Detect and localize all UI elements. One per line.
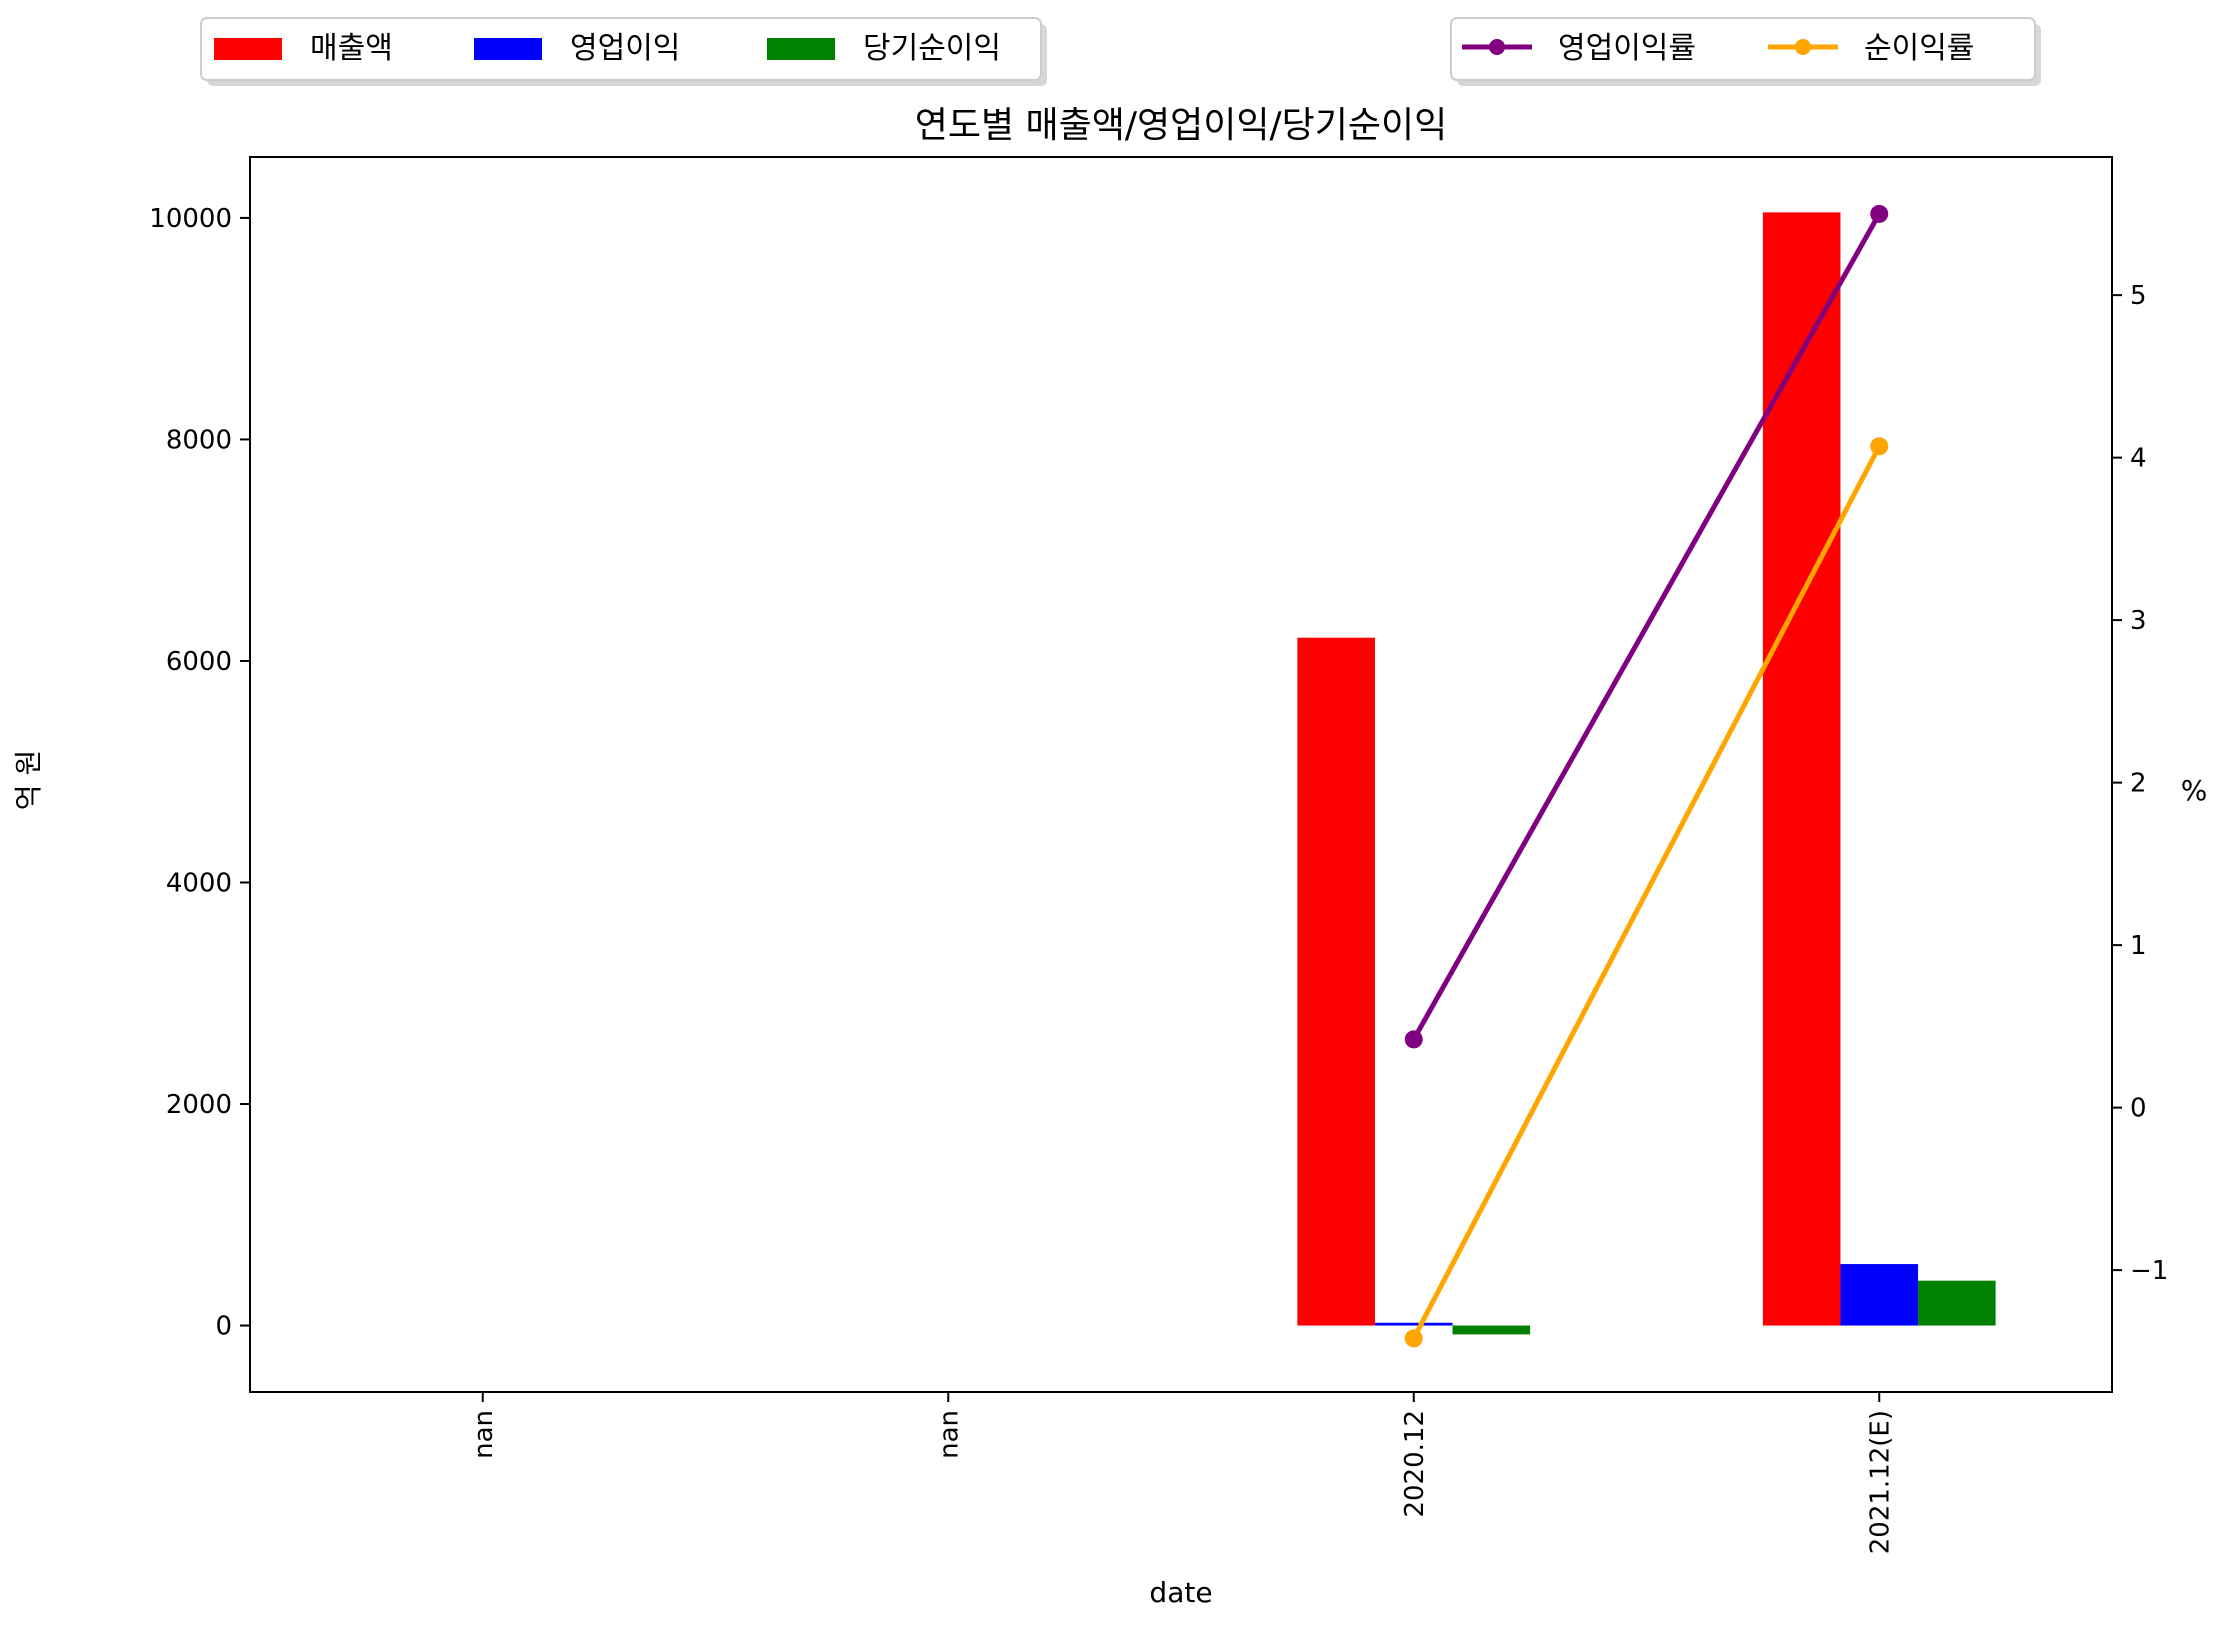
y-tick-label-0: 0 (215, 1312, 232, 1342)
line-operating-margin (1411, 212, 1882, 1041)
bar-net-income-2 (1452, 1325, 1531, 1335)
y2-axis-title: % (2181, 774, 2208, 807)
legend-label-revenue: 매출액 (310, 31, 393, 66)
point-operating-margin-2 (1404, 1030, 1423, 1049)
y-axis-title: 억 원 (12, 750, 45, 810)
x-axis-title: date (1149, 1576, 1212, 1609)
legend-label-net-income: 당기순이익 (863, 31, 1001, 66)
legend-lines: 영업이익률 순이익률 (1450, 17, 2041, 86)
y2-tick-label-2: 1 (2130, 931, 2147, 961)
plot-area-frame (249, 156, 2113, 1393)
bar-operating-profit-2 (1374, 1322, 1453, 1326)
y-tick-label-4: 8000 (166, 425, 232, 455)
x-tick-label-1: nan (934, 1410, 964, 1459)
legend-swatch-net-income (767, 38, 835, 60)
point-net-margin-2 (1404, 1329, 1423, 1348)
point-operating-margin-3 (1870, 204, 1889, 223)
legend-swatch-operating-profit (474, 38, 542, 60)
bar-revenue-3 (1762, 212, 1841, 1326)
y-tick-label-1: 2000 (166, 1090, 232, 1120)
line-net-margin (1411, 445, 1882, 1340)
legend-marker-operating-margin (1489, 39, 1505, 55)
y2-tick-label-5: 4 (2130, 444, 2147, 474)
y2-tick-label-1: 0 (2130, 1094, 2147, 1124)
legend-bars: 매출액 영업이익 당기순이익 (200, 17, 1047, 86)
bar-operating-profit-3 (1840, 1264, 1919, 1326)
x-tick-label-2: 2020.12 (1400, 1410, 1430, 1518)
legend-marker-net-margin (1795, 39, 1811, 55)
x-tick-label-0: nan (469, 1410, 499, 1459)
y2-tick-label-0: −1 (2130, 1256, 2168, 1286)
x-tick-label-3: 2021.12(E) (1865, 1410, 1895, 1554)
chart-title: 연도별 매출액/영업이익/당기순이익 (915, 105, 1448, 146)
bar-net-income-3 (1918, 1280, 1996, 1326)
y-tick-label-3: 6000 (166, 647, 232, 677)
legend-label-operating-margin: 영업이익률 (1558, 31, 1696, 66)
y-tick-label-2: 4000 (166, 868, 232, 898)
y2-tick-label-3: 2 (2130, 769, 2147, 799)
y2-tick-label-4: 3 (2130, 606, 2147, 636)
y2-tick-label-6: 5 (2130, 281, 2147, 311)
legend-swatch-revenue (214, 38, 282, 60)
bar-revenue-2 (1297, 637, 1375, 1326)
legend-label-operating-profit: 영업이익 (570, 31, 680, 66)
point-net-margin-3 (1870, 437, 1889, 456)
y-tick-label-5: 10000 (149, 204, 232, 234)
legend-label-net-margin: 순이익률 (1864, 31, 1974, 66)
